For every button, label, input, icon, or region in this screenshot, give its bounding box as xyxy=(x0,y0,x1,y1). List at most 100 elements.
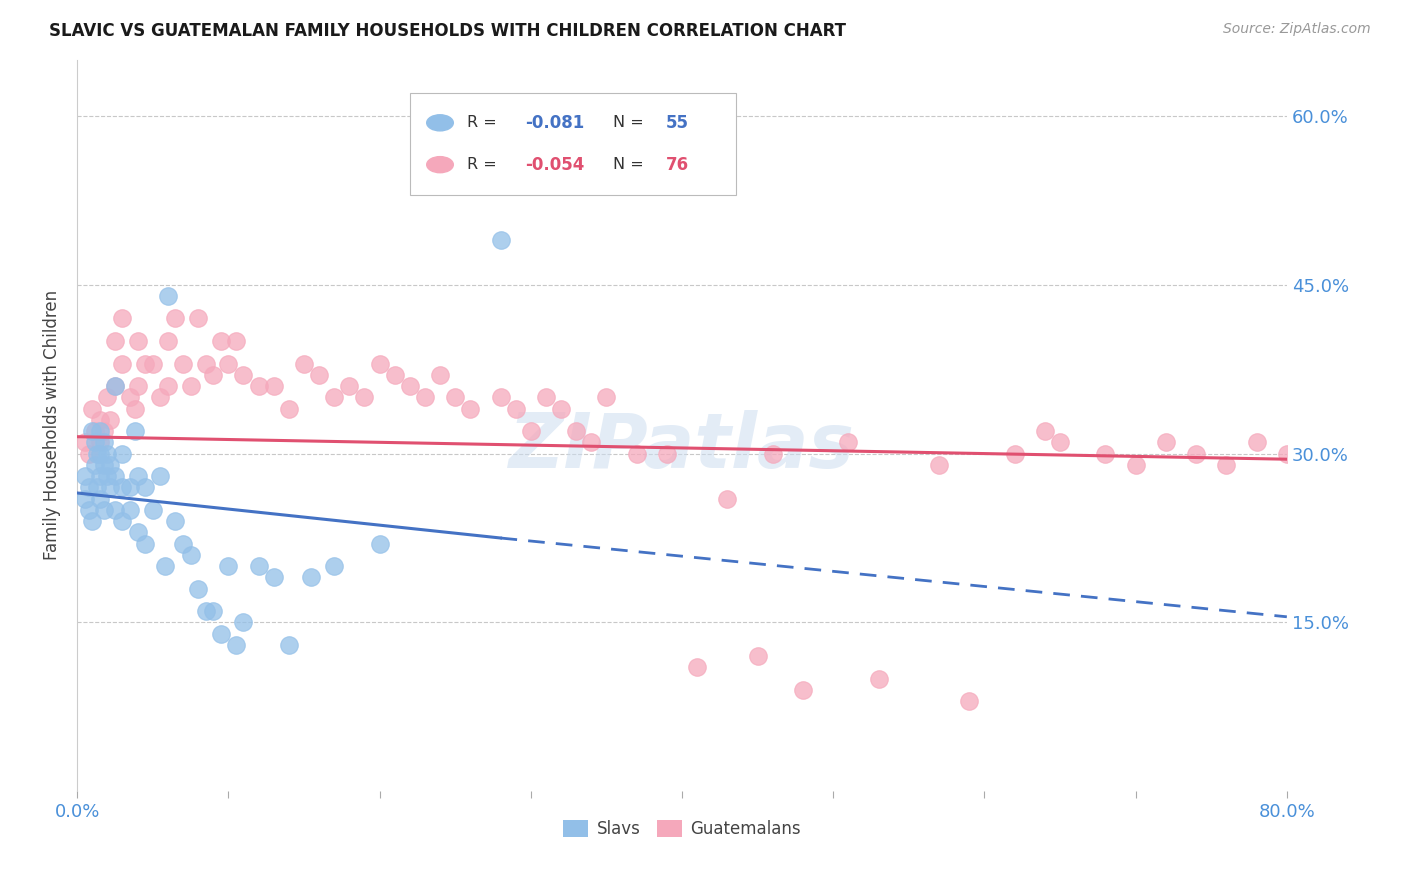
Point xyxy=(124,424,146,438)
Point xyxy=(142,357,165,371)
Point xyxy=(762,446,785,460)
Point xyxy=(187,582,209,596)
Point xyxy=(127,334,149,348)
Point xyxy=(104,379,127,393)
Point xyxy=(84,458,107,472)
Point xyxy=(89,491,111,506)
Text: Source: ZipAtlas.com: Source: ZipAtlas.com xyxy=(1223,22,1371,37)
Point xyxy=(89,469,111,483)
Point xyxy=(118,480,141,494)
Point xyxy=(104,503,127,517)
Point xyxy=(957,694,980,708)
Point xyxy=(595,390,617,404)
Point xyxy=(202,604,225,618)
Text: N =: N = xyxy=(613,115,650,130)
Point xyxy=(263,379,285,393)
Point xyxy=(301,570,323,584)
Point xyxy=(84,435,107,450)
Point xyxy=(928,458,950,472)
Legend: Slavs, Guatemalans: Slavs, Guatemalans xyxy=(557,814,807,845)
Point xyxy=(534,390,557,404)
Point xyxy=(165,514,187,528)
Point xyxy=(156,379,179,393)
Point xyxy=(98,458,121,472)
Point xyxy=(247,559,270,574)
Point xyxy=(1275,446,1298,460)
Point xyxy=(111,357,134,371)
Point xyxy=(73,469,96,483)
Point xyxy=(444,390,467,404)
Point xyxy=(337,379,360,393)
FancyBboxPatch shape xyxy=(409,93,737,195)
Point xyxy=(104,469,127,483)
Point xyxy=(89,424,111,438)
Point xyxy=(82,401,104,416)
Point xyxy=(96,469,118,483)
Point xyxy=(98,480,121,494)
Text: 55: 55 xyxy=(666,114,689,132)
Point xyxy=(837,435,859,450)
Point xyxy=(134,536,156,550)
Point xyxy=(172,536,194,550)
Point xyxy=(429,368,451,382)
Point xyxy=(93,458,115,472)
Circle shape xyxy=(426,115,453,131)
Text: R =: R = xyxy=(467,115,502,130)
Point xyxy=(1033,424,1056,438)
Point xyxy=(93,503,115,517)
Point xyxy=(225,334,247,348)
Point xyxy=(1049,435,1071,450)
Point xyxy=(156,289,179,303)
Point xyxy=(368,357,391,371)
Point xyxy=(153,559,176,574)
Point xyxy=(202,368,225,382)
Point xyxy=(179,379,201,393)
Point xyxy=(747,649,769,664)
Circle shape xyxy=(426,157,453,173)
Point xyxy=(93,424,115,438)
Point xyxy=(73,435,96,450)
Point xyxy=(73,491,96,506)
Point xyxy=(118,503,141,517)
Point xyxy=(716,491,738,506)
Point xyxy=(124,401,146,416)
Point xyxy=(127,379,149,393)
Point xyxy=(217,559,239,574)
Point xyxy=(384,368,406,382)
Point xyxy=(172,357,194,371)
Point xyxy=(82,424,104,438)
Text: N =: N = xyxy=(613,157,650,172)
Point xyxy=(292,357,315,371)
Point xyxy=(111,480,134,494)
Point xyxy=(134,480,156,494)
Point xyxy=(89,435,111,450)
Point xyxy=(82,514,104,528)
Point xyxy=(89,446,111,460)
Point xyxy=(134,357,156,371)
Text: ZIPatlas: ZIPatlas xyxy=(509,410,855,484)
Point xyxy=(179,548,201,562)
Point xyxy=(519,424,541,438)
Point xyxy=(127,525,149,540)
Point xyxy=(149,390,172,404)
Point xyxy=(217,357,239,371)
Point xyxy=(89,413,111,427)
Y-axis label: Family Households with Children: Family Households with Children xyxy=(44,291,60,560)
Point xyxy=(77,480,100,494)
Point xyxy=(127,469,149,483)
Point xyxy=(93,435,115,450)
Point xyxy=(565,424,588,438)
Point xyxy=(1215,458,1237,472)
Point xyxy=(505,401,527,416)
Point xyxy=(111,514,134,528)
Point xyxy=(104,334,127,348)
Point xyxy=(550,401,572,416)
Point xyxy=(232,615,254,630)
Point xyxy=(868,672,890,686)
Point xyxy=(1125,458,1147,472)
Point xyxy=(398,379,420,393)
Point xyxy=(655,446,678,460)
Point xyxy=(1094,446,1116,460)
Point xyxy=(194,604,217,618)
Point xyxy=(96,390,118,404)
